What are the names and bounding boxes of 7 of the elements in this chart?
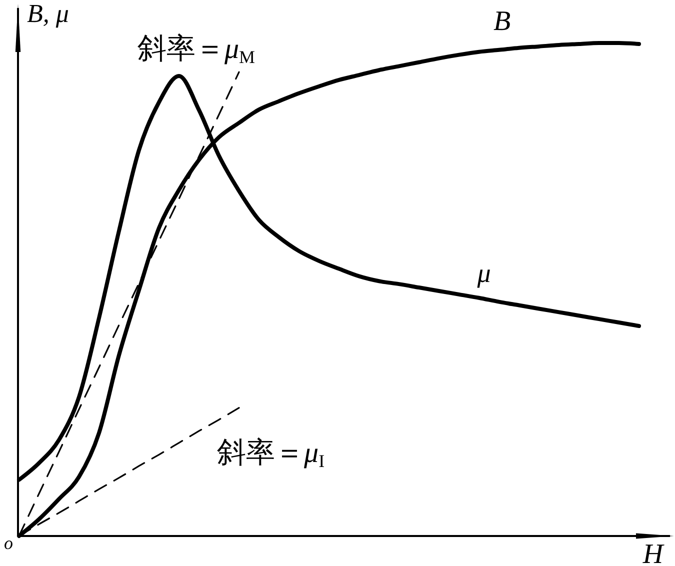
text: o bbox=[4, 533, 13, 553]
series-label: 斜率＝μ$_{M}$ bbox=[137, 31, 256, 68]
y-axis-title: B, μ bbox=[27, 0, 69, 28]
series-label: 斜率＝μ$_{I}$ bbox=[217, 434, 325, 472]
series-label: B bbox=[493, 6, 511, 37]
series-label: μ bbox=[476, 258, 491, 288]
x-axis-title: H bbox=[642, 539, 665, 566]
